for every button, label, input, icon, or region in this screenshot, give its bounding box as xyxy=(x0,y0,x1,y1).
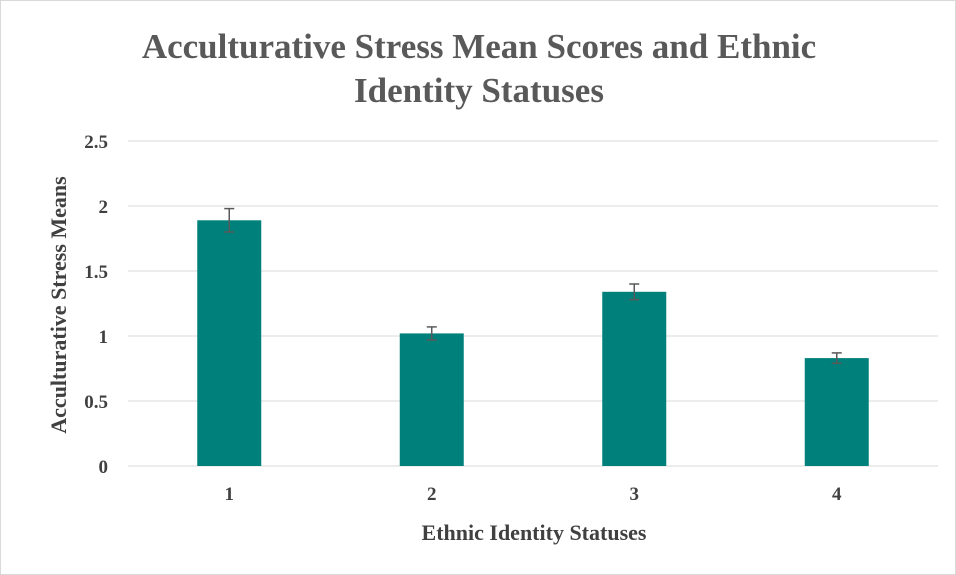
gridlines xyxy=(128,140,938,467)
error-bar xyxy=(224,207,235,233)
bar xyxy=(197,220,262,466)
x-tick-label: 1 xyxy=(225,484,235,505)
bars xyxy=(197,220,869,466)
y-tick-label: 0.5 xyxy=(84,392,108,413)
bar xyxy=(399,333,464,466)
y-axis-title: Acculturative Stress Means xyxy=(46,176,71,434)
error-bar xyxy=(831,352,842,365)
x-tick-labels: 1 2 3 4 xyxy=(225,484,843,505)
y-tick-label: 0 xyxy=(99,457,109,478)
chart-title-line-2: Identity Statuses xyxy=(354,71,604,110)
x-tick-label: 4 xyxy=(832,484,842,505)
y-tick-label: 2.5 xyxy=(84,132,108,153)
y-tick-label: 1.5 xyxy=(84,262,108,283)
x-axis-title: Ethnic Identity Statuses xyxy=(422,520,647,545)
bar xyxy=(602,291,667,466)
error-bar xyxy=(629,283,640,301)
y-tick-labels: 0 0.5 1 1.5 2 2.5 xyxy=(84,132,108,478)
y-tick-label: 1 xyxy=(99,327,109,348)
error-bar xyxy=(426,326,437,341)
error-bars xyxy=(224,207,842,365)
y-tick-label: 2 xyxy=(99,197,109,218)
x-tick-label: 3 xyxy=(630,484,640,505)
chart-title-line-1: Acculturative Stress Mean Scores and Eth… xyxy=(141,27,817,66)
chart-title: Acculturative Stress Mean Scores and Eth… xyxy=(1,25,956,113)
x-tick-label: 2 xyxy=(427,484,437,505)
bar xyxy=(804,358,869,466)
